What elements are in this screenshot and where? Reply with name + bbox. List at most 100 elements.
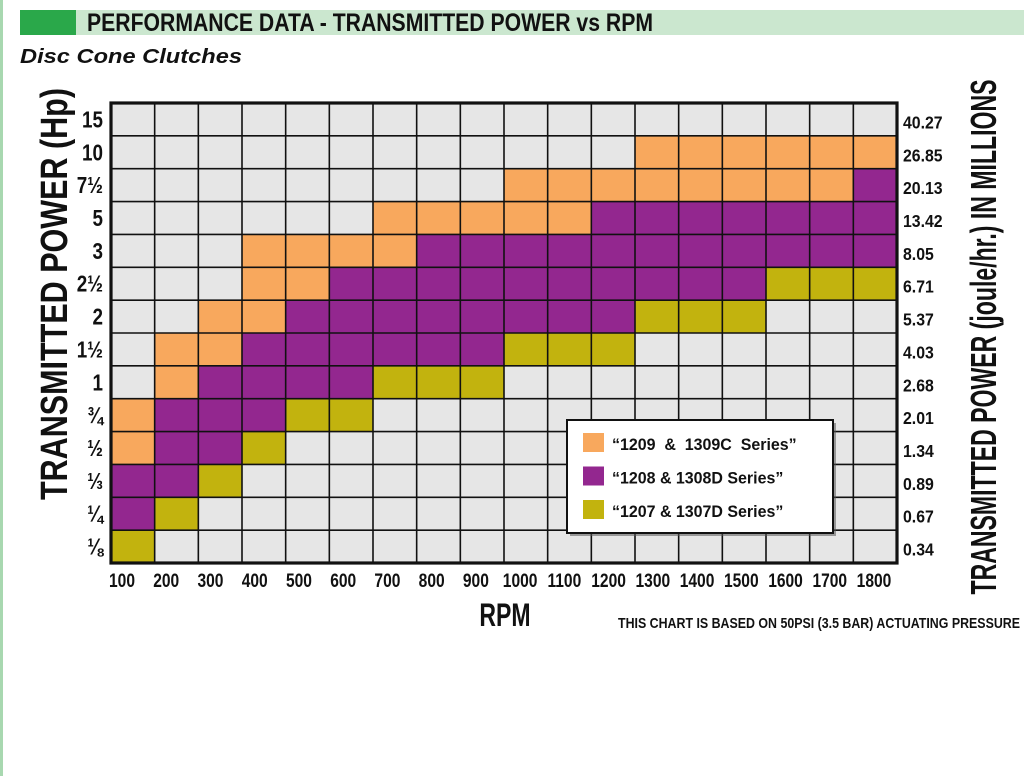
heatmap-cell bbox=[766, 234, 810, 268]
legend-swatch bbox=[583, 500, 604, 519]
y-right-tick-label: 0.67 bbox=[903, 507, 934, 527]
heatmap-cell bbox=[373, 497, 417, 531]
heatmap-cell bbox=[198, 168, 242, 202]
heatmap-cell bbox=[242, 103, 286, 136]
heatmap-cell bbox=[111, 530, 155, 563]
y-right-tick-label: 6.71 bbox=[903, 277, 934, 297]
y-right-tick-label: 0.89 bbox=[903, 474, 934, 494]
heatmap-cell bbox=[154, 201, 199, 235]
heatmap-cell bbox=[416, 530, 461, 563]
page-title: PERFORMANCE DATA - TRANSMITTED POWER vs … bbox=[87, 9, 653, 37]
plot-border bbox=[109, 101, 899, 565]
heatmap-cell bbox=[198, 267, 242, 301]
heatmap-cell bbox=[285, 398, 330, 432]
heatmap-cell bbox=[416, 464, 461, 498]
heatmap-cell bbox=[329, 300, 373, 333]
heatmap-cell bbox=[111, 431, 155, 465]
legend-item: “1207 & 1307D Series” bbox=[583, 500, 783, 521]
heatmap-cell bbox=[242, 168, 286, 202]
y-tick-label: 15 bbox=[82, 108, 103, 133]
heatmap-cell bbox=[635, 135, 679, 169]
heatmap-cell bbox=[504, 464, 548, 498]
heatmap-cell bbox=[809, 365, 854, 399]
heatmap-cell bbox=[678, 365, 723, 399]
x-tick-label: 600 bbox=[330, 570, 356, 592]
heatmap-cell bbox=[416, 103, 461, 136]
heatmap-cell bbox=[853, 201, 897, 235]
heatmap-cell bbox=[111, 201, 155, 235]
y-right-tick-label: 40.27 bbox=[903, 113, 943, 133]
heatmap-cell bbox=[154, 431, 199, 465]
heatmap-cell bbox=[460, 530, 504, 563]
heatmap-cell bbox=[460, 103, 504, 136]
heatmap-cell bbox=[416, 431, 461, 465]
heatmap-cell bbox=[329, 464, 373, 498]
heatmap-cell bbox=[242, 267, 286, 301]
heatmap-cell bbox=[809, 333, 854, 366]
heatmap-cell bbox=[766, 103, 810, 136]
y-right-tick-label: 20.13 bbox=[903, 178, 943, 198]
heatmap-cell bbox=[373, 201, 417, 235]
heatmap-cell bbox=[722, 365, 766, 399]
x-tick-label: 100 bbox=[109, 570, 135, 592]
heatmap-cell bbox=[853, 530, 897, 563]
heatmap-cell bbox=[198, 103, 242, 136]
heatmap-cell bbox=[504, 267, 548, 301]
heatmap-cell bbox=[154, 398, 199, 432]
heatmap-cell bbox=[635, 103, 679, 136]
heatmap-cell bbox=[111, 365, 155, 399]
heatmap-cell bbox=[809, 135, 854, 169]
heatmap-cell bbox=[722, 234, 766, 268]
heatmap-cell bbox=[285, 201, 330, 235]
heatmap-cell bbox=[154, 103, 199, 136]
heatmap-cell bbox=[242, 201, 286, 235]
heatmap-cell bbox=[547, 103, 592, 136]
heatmap-cell bbox=[635, 168, 679, 202]
heatmap-cell bbox=[373, 333, 417, 366]
y-tick-label: 2½ bbox=[77, 272, 103, 297]
heatmap-cell bbox=[591, 135, 635, 169]
heatmap-cell bbox=[198, 300, 242, 333]
legend-swatch bbox=[583, 466, 604, 486]
heatmap-cell bbox=[329, 201, 373, 235]
page-subtitle: Disc Cone Clutches bbox=[20, 46, 242, 68]
heatmap-cell bbox=[373, 234, 417, 268]
heatmap-cell bbox=[242, 365, 286, 399]
heatmap-cell bbox=[547, 201, 592, 235]
heatmap-cell bbox=[242, 497, 286, 531]
y-tick-label: ¼ bbox=[87, 502, 104, 527]
heatmap-cell bbox=[154, 300, 199, 333]
heatmap-cell bbox=[154, 168, 199, 202]
heatmap-cell bbox=[678, 333, 723, 366]
heatmap-cell bbox=[591, 267, 635, 301]
x-tick-label: 1600 bbox=[768, 570, 803, 592]
heatmap-cell bbox=[678, 201, 723, 235]
heatmap-cell bbox=[766, 300, 810, 333]
x-tick-label: 500 bbox=[286, 570, 312, 592]
heatmap-cell bbox=[504, 431, 548, 465]
y-tick-label: 10 bbox=[82, 141, 103, 166]
heatmap-cell bbox=[242, 333, 286, 366]
y-tick-label: ⅓ bbox=[87, 469, 103, 494]
heatmap-cell bbox=[373, 398, 417, 432]
heatmap-cell bbox=[198, 464, 242, 498]
heatmap-cell bbox=[460, 300, 504, 333]
heatmap-cell bbox=[547, 365, 592, 399]
heatmap-cell bbox=[504, 398, 548, 432]
heatmap-cell bbox=[766, 135, 810, 169]
heatmap-cell bbox=[809, 267, 854, 301]
x-tick-label: 1200 bbox=[591, 570, 626, 592]
heatmap-cell bbox=[198, 398, 242, 432]
y-tick-label: 5 bbox=[93, 206, 104, 231]
heatmap-cell bbox=[460, 431, 504, 465]
heatmap-cell bbox=[591, 201, 635, 235]
heatmap-cell bbox=[460, 135, 504, 169]
legend-items: “1209 & 1309C Series” “1208 & 1308D Serie… bbox=[583, 433, 797, 521]
legend: “1209 & 1309C Series” “1208 & 1308D Serie… bbox=[566, 419, 836, 536]
y-right-tick-label: 5.37 bbox=[903, 310, 934, 330]
heatmap-cell bbox=[460, 201, 504, 235]
heatmap-cell bbox=[591, 103, 635, 136]
heatmap-cell bbox=[242, 300, 286, 333]
heatmap-cell bbox=[504, 201, 548, 235]
